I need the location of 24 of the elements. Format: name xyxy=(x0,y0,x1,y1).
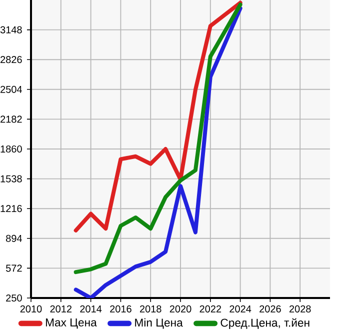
y-tick-label: 2182 xyxy=(0,116,22,123)
y-tick-label: 2504 xyxy=(0,86,22,93)
y-tick-label: 572 xyxy=(6,264,22,272)
y-tick-label: 1860 xyxy=(0,145,22,153)
x-tick-label: 2022 xyxy=(200,305,222,312)
x-tick-label: 2020 xyxy=(170,305,192,312)
legend-label: Min Цена xyxy=(135,318,183,329)
y-tick-label: 2826 xyxy=(0,56,22,64)
y-tick-label: 1216 xyxy=(0,205,22,212)
legend-label: Сред.Цена, т.йен xyxy=(220,318,310,329)
x-tick-label: 2012 xyxy=(50,305,72,312)
legend-label: Max Цена xyxy=(46,318,97,329)
line-series xyxy=(74,0,242,232)
y-tick-label: 250 xyxy=(6,294,22,302)
x-tick-label: 2018 xyxy=(140,305,162,312)
y-tick-label: 1538 xyxy=(0,175,22,182)
x-tick-label: 2010 xyxy=(20,305,42,312)
x-tick-label: 2026 xyxy=(260,305,281,312)
x-tick-label: 2028 xyxy=(289,305,311,312)
y-tick-label: 894 xyxy=(6,234,22,242)
x-tick-label: 2016 xyxy=(110,305,132,312)
x-tick-label: 2014 xyxy=(80,305,102,312)
x-tick-label: 2024 xyxy=(230,305,252,312)
y-tick-label: 3148 xyxy=(0,26,22,34)
